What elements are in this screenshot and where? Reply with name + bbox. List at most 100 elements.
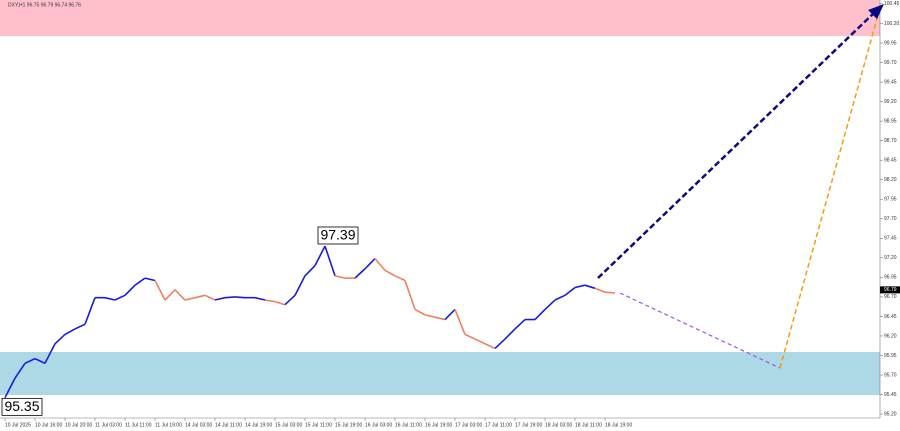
price-segment	[594, 287, 606, 293]
price-segment	[534, 308, 546, 321]
y-tick-label: 99.20	[884, 99, 897, 105]
price-segment	[424, 314, 436, 318]
annotation-label: 95.35	[4, 398, 39, 414]
x-tick-label: 17 Jul 03:00	[455, 422, 482, 428]
x-tick-label: 11 Jul 03:00	[95, 422, 122, 428]
price-segment	[24, 357, 36, 365]
price-segment	[324, 245, 336, 277]
x-tick-label: 15 Jul 19:00	[335, 422, 362, 428]
price-segment	[184, 296, 196, 301]
y-tick-label: 97.20	[884, 255, 897, 261]
price-segment	[204, 294, 216, 301]
price-segment	[154, 280, 166, 301]
price-segment	[264, 299, 276, 303]
y-tick-label: 96.70	[884, 294, 897, 300]
price-segment	[294, 275, 306, 296]
x-tick-label: 10 Jul 16:00	[35, 422, 62, 428]
x-tick-label: 16 Jul 03:00	[365, 422, 392, 428]
price-segment	[354, 268, 366, 279]
x-tick-label: 17 Jul 11:00	[485, 422, 512, 428]
chart-title: DXY,H1 96.75 96.79 96.74 96.76	[8, 2, 81, 8]
x-tick-label: 10 Jul 20:00	[65, 422, 92, 428]
price-segment	[444, 308, 456, 321]
price-series	[4, 245, 616, 399]
x-tick-label: 11 Jul 19:00	[155, 422, 182, 428]
x-tick-label: 10 Jul 2025	[5, 422, 31, 428]
y-tick-label: 98.95	[884, 118, 897, 124]
price-segment	[544, 299, 556, 310]
price-segment	[584, 284, 596, 290]
price-segment	[604, 291, 616, 294]
x-tick-label: 16 Jul 11:00	[395, 422, 422, 428]
price-segment	[484, 343, 496, 350]
price-segment	[164, 289, 176, 301]
price-segment	[574, 284, 586, 289]
main-forecast	[597, 10, 877, 279]
x-tick-label: 15 Jul 03:00	[275, 422, 302, 428]
y-tick-label: 95.70	[884, 372, 897, 378]
price-segment	[404, 280, 416, 310]
x-tick-label: 14 Jul 11:00	[215, 422, 242, 428]
price-segment	[124, 284, 136, 296]
forecast-down	[619, 292, 781, 369]
x-tick-label: 14 Jul 03:00	[185, 422, 212, 428]
price-segment	[144, 277, 156, 282]
current-price-label: 96.79	[884, 287, 897, 293]
price-segment	[454, 309, 466, 335]
current-price-box	[880, 286, 900, 294]
resistance-zone	[0, 0, 880, 36]
price-segment	[14, 362, 26, 379]
y-tick-label: 100.20	[884, 21, 900, 27]
price-segment	[464, 333, 476, 340]
y-tick-label: 97.45	[884, 236, 897, 242]
price-segment	[364, 258, 376, 270]
y-tick-label: 98.45	[884, 157, 897, 163]
support-zone	[0, 352, 880, 395]
price-segment	[374, 258, 386, 271]
annotation-label: 97.39	[320, 227, 355, 243]
y-tick-label: 95.45	[884, 392, 897, 398]
y-tick-label: 95.95	[884, 353, 897, 359]
y-tick-label: 98.70	[884, 138, 897, 144]
price-segment	[64, 328, 76, 336]
y-tick-label: 99.95	[884, 40, 897, 46]
x-tick-label: 15 Jul 11:00	[305, 422, 332, 428]
y-tick-label: 98.20	[884, 177, 897, 183]
price-segment	[254, 296, 266, 301]
x-tick-label: 16 Jul 19:00	[425, 422, 452, 428]
forecast-up	[779, 14, 879, 369]
x-tick-label: 14 Jul 19:00	[245, 422, 272, 428]
annotation-box	[1, 397, 43, 416]
price-segment	[104, 296, 116, 301]
y-tick-label: 96.20	[884, 333, 897, 339]
price-segment	[224, 296, 236, 299]
price-segment	[394, 275, 406, 282]
price-segment	[514, 318, 526, 330]
y-tick-label: 100.45	[884, 1, 900, 7]
price-segment	[174, 289, 186, 301]
y-tick-label: 95.20	[884, 411, 897, 417]
price-segment	[274, 300, 286, 306]
x-tick-label: 11 Jul 11:00	[125, 422, 152, 428]
y-tick-label: 97.95	[884, 197, 897, 203]
price-segment	[384, 269, 396, 277]
price-segment	[434, 316, 446, 321]
x-tick-label: 18 Jul 19:00	[605, 422, 632, 428]
x-tick-label: 18 Jul 03:00	[545, 422, 572, 428]
y-tick-label: 96.95	[884, 275, 897, 281]
price-segment	[504, 328, 516, 340]
price-segment	[134, 277, 146, 286]
price-segment	[4, 377, 16, 399]
price-segment	[474, 338, 486, 345]
price-segment	[314, 245, 326, 267]
price-segment	[564, 286, 576, 296]
x-tick-label: 17 Jul 19:00	[515, 422, 542, 428]
price-segment	[284, 294, 296, 306]
price-segment	[214, 296, 226, 301]
price-segment	[334, 275, 346, 279]
annotation-box	[317, 226, 359, 245]
y-tick-label: 99.70	[884, 60, 897, 66]
price-segment	[414, 308, 426, 316]
price-segment	[304, 265, 316, 277]
